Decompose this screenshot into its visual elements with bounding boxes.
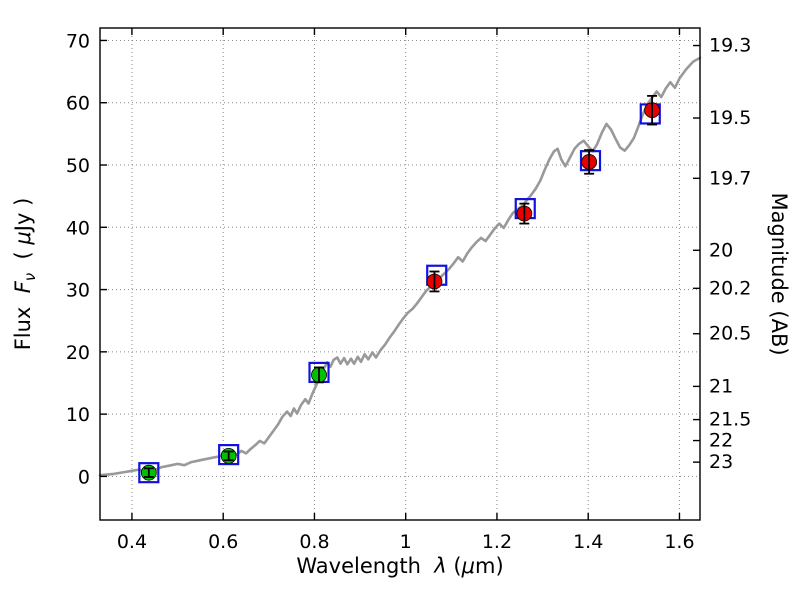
- tick-label: 60: [66, 93, 90, 115]
- tick-label: 19.3: [709, 35, 751, 57]
- tick-label: 1.2: [482, 531, 512, 553]
- tick-label: 21.5: [709, 409, 751, 431]
- model-photometry-square: [218, 444, 240, 466]
- model-photometry-square: [138, 462, 160, 484]
- tick-label: 21: [709, 375, 733, 397]
- y-axis-label-flux: Flux Fν ( μJy ): [11, 198, 39, 351]
- tick-labels: 0.4 0.6 0.8 1 1.2 1.4 1.6 0 10 20 30 40 50 60 70 19.3 19…: [66, 30, 752, 553]
- tick-label: 19.7: [709, 167, 751, 189]
- x-axis-label: Wavelength λ (μm): [296, 554, 503, 578]
- tick-label: 0.6: [208, 531, 238, 553]
- tick-label: 1.6: [664, 531, 694, 553]
- tick-label: 30: [66, 280, 90, 302]
- model-spectrum-line: [98, 56, 702, 477]
- tick-label: 22: [709, 430, 733, 452]
- tick-label: 10: [66, 404, 90, 426]
- tick-label: 0.4: [117, 531, 147, 553]
- tick-label: 1: [400, 531, 412, 553]
- tick-label: 20.5: [709, 323, 751, 345]
- tick-label: 70: [66, 30, 90, 52]
- model-photometry-square: [579, 150, 602, 172]
- tick-label: 50: [66, 155, 90, 177]
- tick-label: 40: [66, 217, 90, 239]
- tick-label: 20.2: [709, 277, 751, 299]
- tick-label: 23: [709, 451, 733, 473]
- tick-label: 1.4: [573, 531, 603, 553]
- tick-label: 0: [78, 466, 90, 488]
- tick-label: 19.5: [709, 107, 751, 129]
- tick-label: 20: [66, 342, 90, 364]
- error-bars: [143, 94, 658, 478]
- grid-lines: [100, 28, 700, 520]
- plot-frame: [99, 27, 701, 521]
- tick-label: 20: [709, 239, 733, 261]
- y-axis-label-magnitude: Magnitude (AB): [767, 192, 791, 355]
- axis-ticks: [100, 28, 700, 520]
- tick-label: 0.8: [299, 531, 329, 553]
